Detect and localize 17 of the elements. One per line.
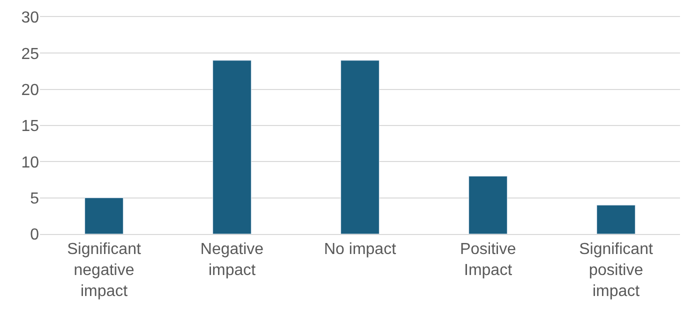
bar <box>212 60 252 234</box>
y-tick-label: 15 <box>21 118 40 136</box>
y-tick-label: 5 <box>30 190 40 208</box>
y-tick-label: 20 <box>21 82 40 99</box>
x-tick-label: Significant negative impact <box>67 241 142 300</box>
y-tick-label: 0 <box>30 226 40 244</box>
bar <box>468 176 508 234</box>
bar <box>84 198 124 234</box>
x-tick-label: Negative impact <box>200 241 264 279</box>
x-tick-label: Positive Impact <box>460 241 516 279</box>
bar <box>340 60 380 234</box>
bar <box>596 204 636 234</box>
x-tick-label: No impact <box>324 241 397 258</box>
x-tick-label: Significant positive impact <box>579 241 654 300</box>
y-tick-label: 25 <box>21 46 40 63</box>
y-tick-label: 10 <box>21 154 40 172</box>
y-tick-label: 30 <box>21 10 40 27</box>
